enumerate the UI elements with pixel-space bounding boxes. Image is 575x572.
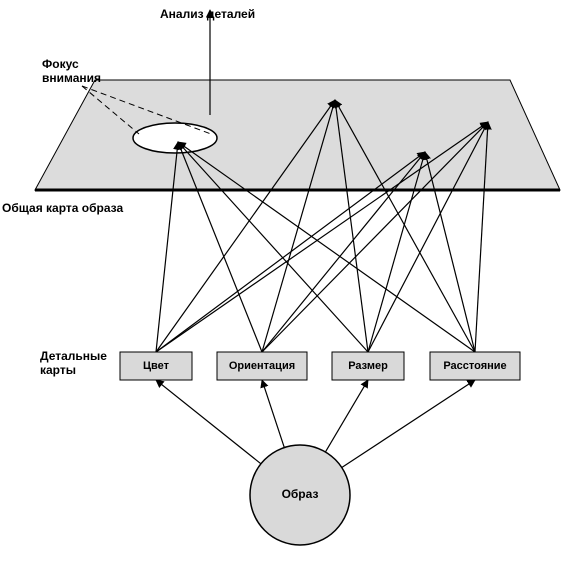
detail-box-label: Расстояние [443,360,506,372]
detail-box-label: Ориентация [229,360,295,372]
detail-box-label: Размер [348,360,388,372]
diagram-root: Цвет Ориентация Размер Расстояние Образ Ана… [0,0,575,572]
detail-maps-label: Детальныекарты [40,349,107,377]
analysis-label: Анализ деталей [160,7,255,21]
focus-ellipse [133,123,217,153]
detail-box-label: Цвет [143,360,170,372]
global-map-label: Общая карта образа [2,201,123,215]
image-node-label: Образ [282,487,319,501]
detail-map-boxes: Цвет Ориентация Размер Расстояние [120,352,520,380]
focus-label: Фокусвнимания [42,57,101,85]
